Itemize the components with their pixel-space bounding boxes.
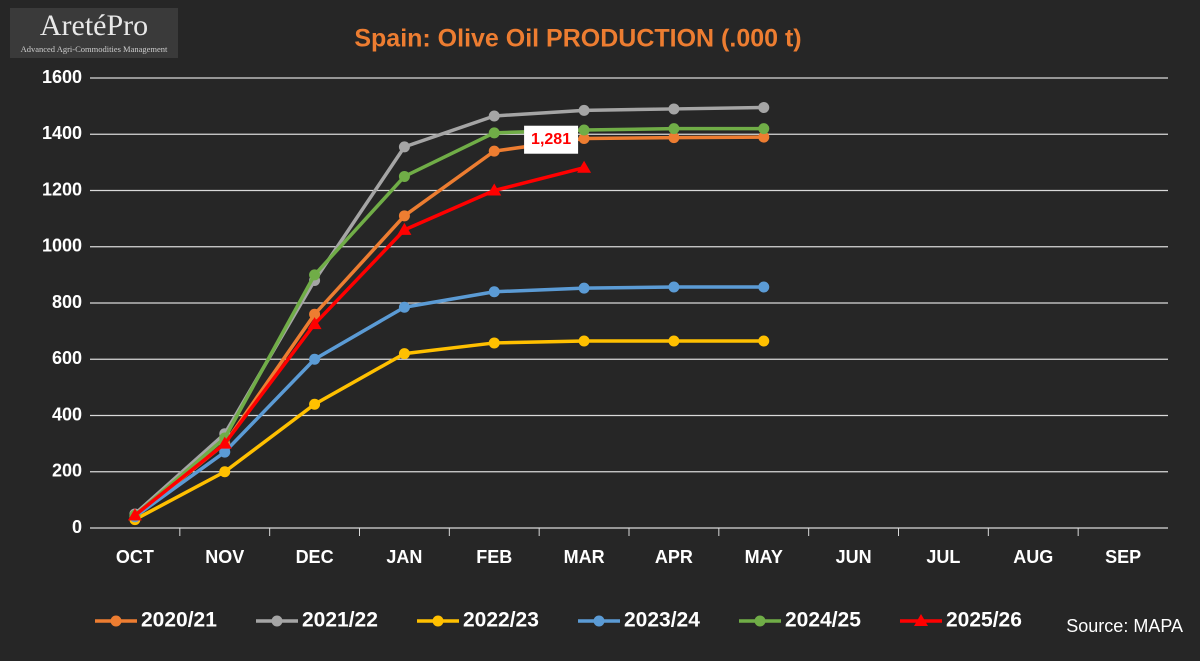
y-tick-label: 0 (72, 517, 82, 537)
data-point (668, 103, 680, 115)
data-point (758, 131, 770, 143)
data-point (577, 160, 592, 173)
data-point (487, 183, 502, 196)
data-point (668, 335, 680, 347)
legend-marker (271, 615, 283, 627)
legend-label: 2022/23 (463, 609, 539, 632)
x-tick-label: FEB (476, 547, 512, 567)
y-tick-label: 400 (52, 404, 82, 424)
legend-label: 2021/22 (302, 609, 378, 632)
data-point (578, 124, 590, 136)
data-point (398, 210, 410, 222)
data-point (398, 301, 410, 313)
data-point (758, 335, 770, 347)
data-point (668, 132, 680, 144)
data-point (578, 132, 590, 144)
legend-label: 2020/21 (141, 609, 217, 632)
data-point (488, 110, 500, 122)
x-tick-label: JUL (926, 547, 960, 567)
x-tick-label: OCT (116, 547, 154, 567)
data-point (309, 398, 321, 410)
data-label-box (524, 125, 579, 154)
y-tick-label: 1400 (42, 123, 82, 143)
data-point (758, 102, 770, 114)
series-line (134, 339, 764, 522)
data-point (309, 269, 321, 281)
data-point (309, 308, 321, 320)
y-tick-label: 800 (52, 292, 82, 312)
x-tick-label: JUN (836, 547, 872, 567)
y-tick-label: 1000 (42, 236, 82, 256)
x-tick-label: MAR (564, 547, 605, 567)
series-line (133, 285, 764, 519)
data-point (309, 353, 321, 365)
series-line (133, 166, 585, 517)
y-tick-label: 1600 (42, 67, 82, 87)
data-point (398, 170, 410, 182)
x-tick-label: MAY (745, 547, 783, 567)
data-point (488, 337, 500, 349)
y-tick-label: 600 (52, 348, 82, 368)
data-point (578, 335, 590, 347)
data-point (219, 446, 231, 458)
data-point (668, 281, 680, 293)
legend-marker (110, 615, 122, 627)
data-point (668, 123, 680, 135)
data-point (398, 141, 410, 153)
x-tick-label: SEP (1105, 547, 1141, 567)
x-tick-label: AUG (1013, 547, 1053, 567)
data-label: 1,281 (531, 131, 571, 148)
data-point (219, 466, 231, 478)
legend-label: 2024/25 (785, 609, 861, 632)
legend-marker (914, 614, 928, 626)
legend-marker (593, 615, 605, 627)
series-line (133, 126, 764, 517)
legend-marker (754, 615, 766, 627)
legend-label: 2025/26 (946, 609, 1022, 632)
x-tick-label: NOV (205, 547, 244, 567)
x-tick-label: DEC (296, 547, 334, 567)
data-point (217, 436, 232, 449)
legend-marker (432, 615, 444, 627)
data-point (307, 317, 322, 330)
y-tick-label: 1200 (42, 179, 82, 199)
source: Source: MAPA (1066, 616, 1183, 636)
data-point (398, 348, 410, 360)
data-point (127, 508, 142, 521)
data-point (488, 145, 500, 157)
x-tick-label: JAN (386, 547, 422, 567)
legend-label: 2023/24 (624, 609, 700, 632)
data-point (397, 222, 412, 235)
data-point (758, 281, 770, 293)
logo: AretéPro (40, 9, 148, 42)
data-point (488, 127, 500, 139)
x-tick-label: APR (655, 547, 693, 567)
data-point (758, 123, 770, 135)
logo-tagline: Advanced Agri-Commodities Management (21, 44, 168, 54)
data-point (578, 104, 590, 116)
data-point (578, 282, 590, 294)
logo-box (10, 8, 178, 58)
y-tick-label: 200 (52, 461, 82, 481)
chart-title: Spain: Olive Oil PRODUCTION (.000 t) (354, 25, 801, 53)
data-point (488, 286, 500, 298)
